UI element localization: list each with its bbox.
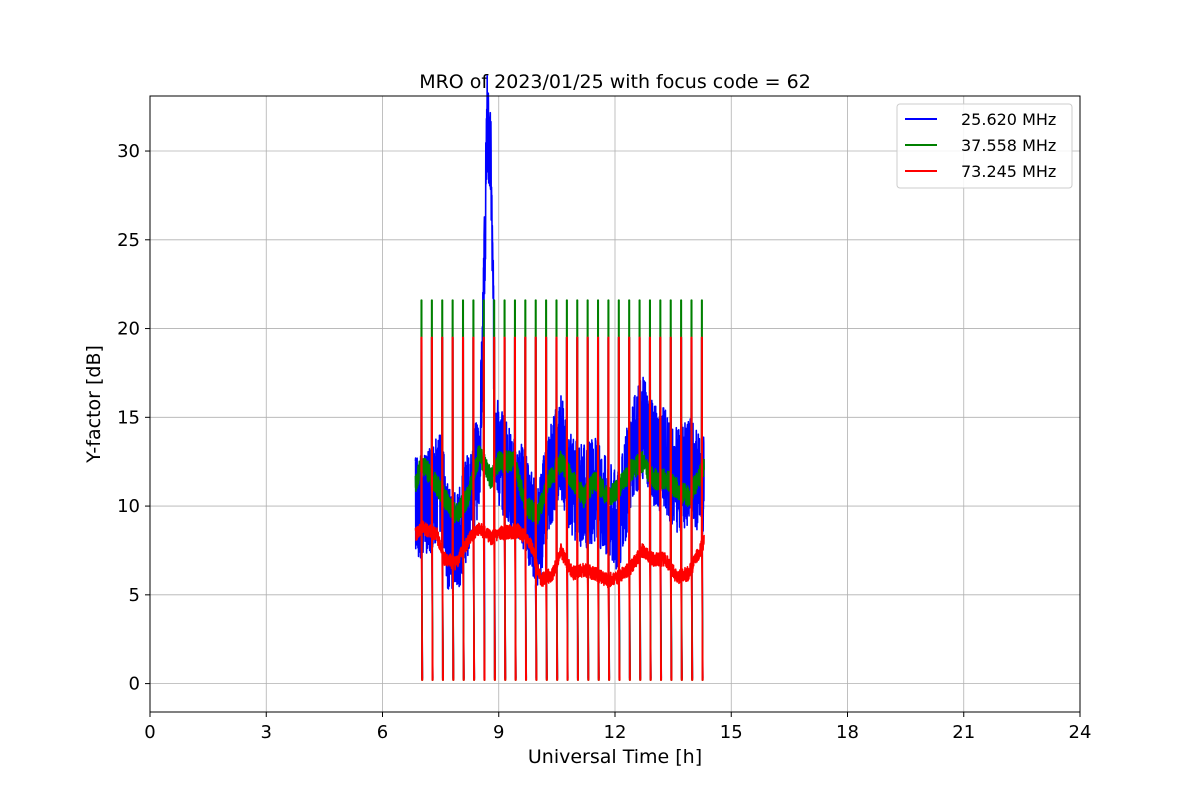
legend-label-1: 37.558 MHz [961, 136, 1056, 155]
chart-title: MRO of 2023/01/25 with focus code = 62 [419, 71, 811, 93]
x-tick-label: 15 [720, 722, 743, 743]
x-tick-label: 12 [604, 722, 627, 743]
x-tick-label: 18 [836, 722, 859, 743]
x-tick-label: 21 [952, 722, 975, 743]
y-tick-label: 20 [117, 319, 140, 340]
y-tick-label: 5 [129, 585, 140, 606]
legend-label-2: 73.245 MHz [961, 162, 1056, 181]
x-tick-label: 6 [377, 722, 388, 743]
y-tick-label: 30 [117, 141, 140, 162]
legend: 25.620 MHz 37.558 MHz 73.245 MHz [896, 103, 1073, 189]
y-tick-label: 10 [117, 496, 140, 517]
x-axis-label: Universal Time [h] [528, 746, 702, 768]
y-tick-label: 15 [117, 407, 140, 428]
legend-box [896, 103, 1073, 189]
legend-label-0: 25.620 MHz [961, 110, 1056, 129]
x-tick-label: 9 [493, 722, 504, 743]
y-tick-label: 25 [117, 230, 140, 251]
y-tick-label: 0 [129, 674, 140, 695]
y-axis-label: Y-factor [dB] [83, 345, 105, 464]
x-tick-label: 3 [261, 722, 272, 743]
series-line-2 [414, 336, 705, 681]
x-tick-label: 0 [144, 722, 155, 743]
x-tick-label: 24 [1069, 722, 1092, 743]
